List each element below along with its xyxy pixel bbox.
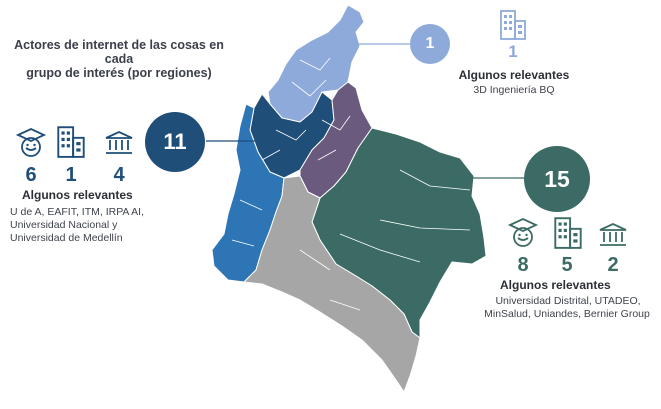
building-icon [57,126,85,158]
caribe-company-count: 1 [508,42,518,61]
andina-count: 11 [163,129,187,154]
andina-government-count: 4 [113,164,125,186]
andina-university-count: 6 [25,164,37,186]
building-icon [554,217,582,249]
bogota-relevant-line1: Universidad Distrital, UTADEO, [495,295,641,307]
caribe-count-circle: 1 [410,24,450,64]
region-sur [243,175,421,393]
bogota-university-count: 8 [517,254,529,276]
andina-relevant-line2: Universidad Nacional y [10,219,118,231]
map-title: Actores de internet de las cosas en cada… [0,38,238,80]
bogota-relevant-line2: MinSalud, Uniandes, Bernier Group [484,308,650,320]
andina-relevant-line1: U de A, EAFIT, ITM, IRPA AI, [10,206,145,218]
bogota-government-count: 2 [607,254,619,276]
graduate-icon [507,218,539,247]
bogota-count-circle: 15 [524,146,590,212]
andina-company-count: 1 [65,164,77,186]
bogota-company-count: 5 [561,254,573,276]
graduate-icon [15,128,47,157]
caribe-relevant-label: Algunos relevantes [458,68,570,82]
government-icon [599,223,627,246]
bogota-relevant-label: Algunos relevantes [500,278,611,292]
andina-count-circle: 11 [145,112,205,172]
building-icon [500,10,526,40]
caribe-count: 1 [425,35,435,52]
map-title-line1: Actores de internet de las cosas en cada [14,38,224,66]
map-title-line2: grupo de interés (por regiones) [26,66,212,80]
andina-relevant-line3: Universidad de Medellín [10,232,123,244]
bogota-count: 15 [544,165,570,192]
andina-relevant-label: Algunos relevantes [22,188,133,202]
caribe-relevant-names: 3D Ingeniería BQ [473,84,555,96]
government-icon [105,131,133,154]
